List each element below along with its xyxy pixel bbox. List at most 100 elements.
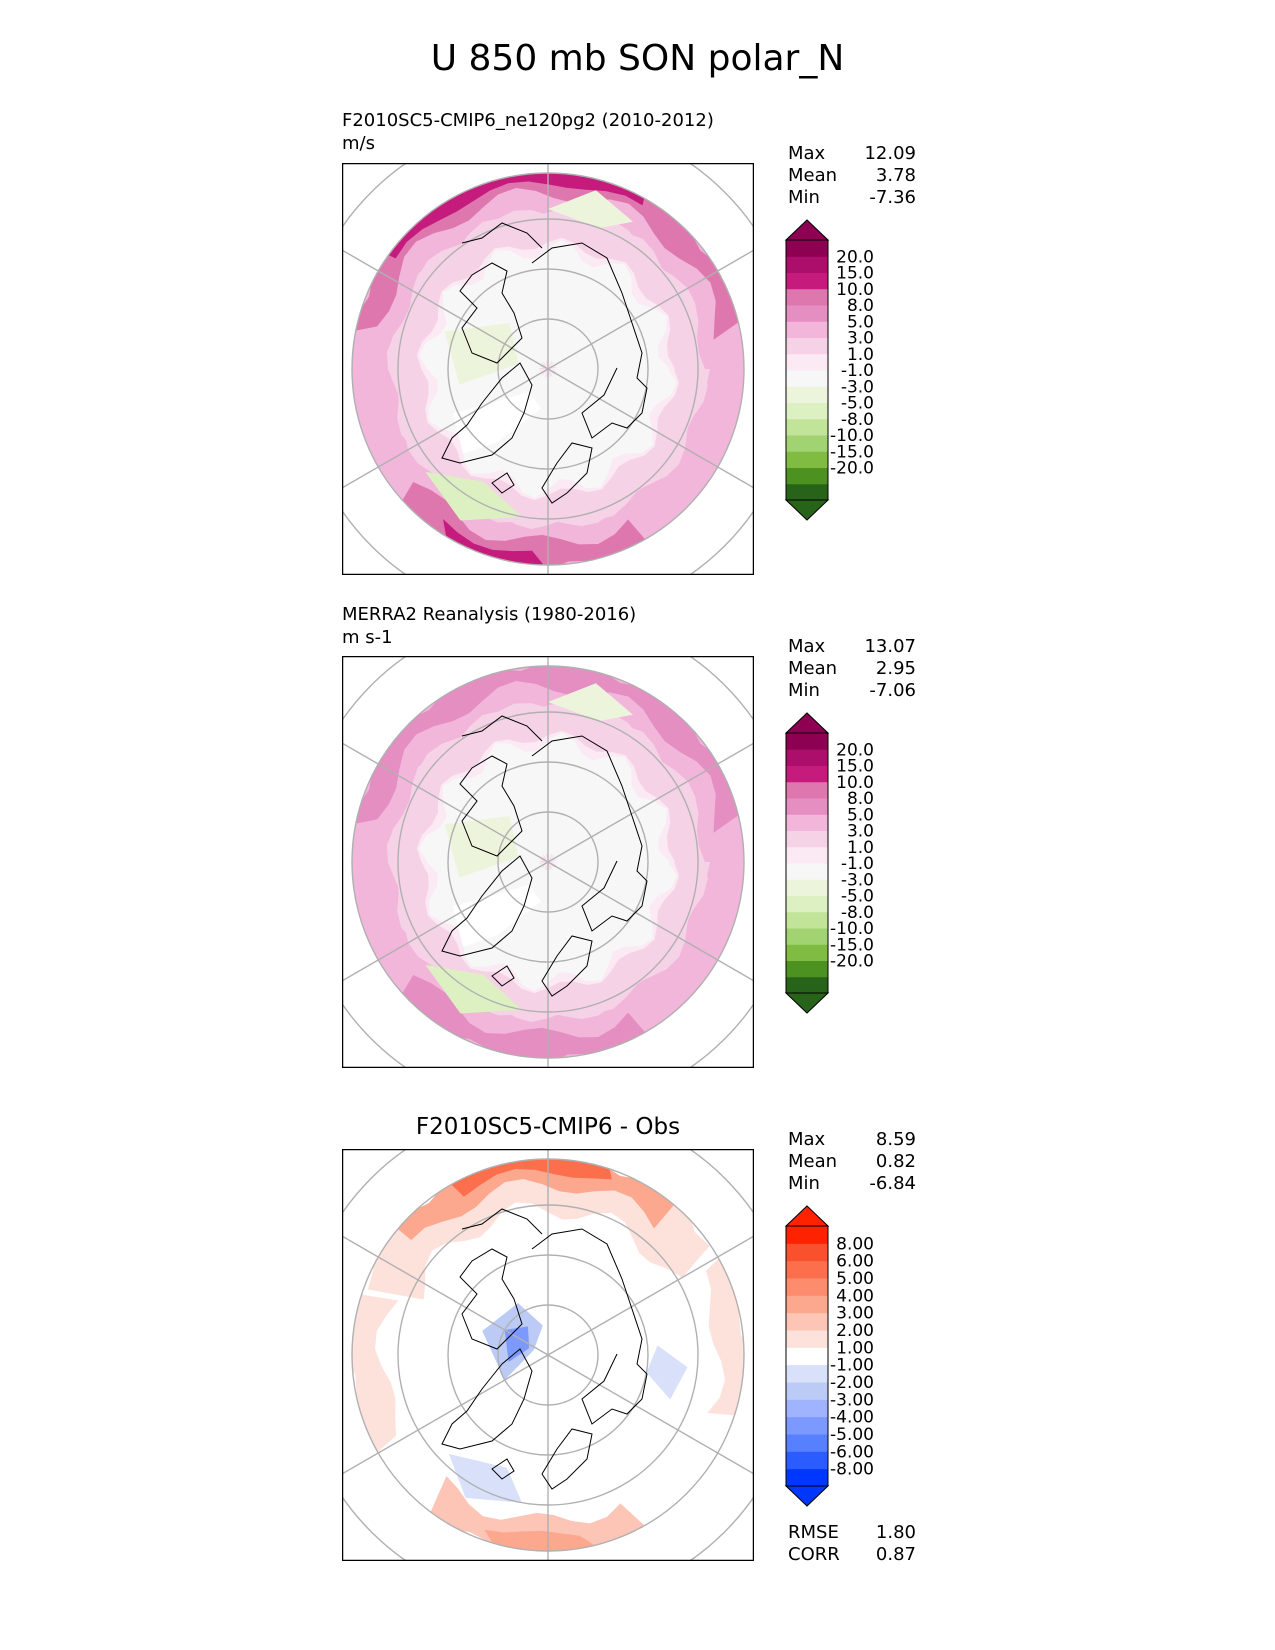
coastline xyxy=(531,1228,648,1425)
colorbar-band xyxy=(786,765,828,783)
colorbar-band xyxy=(786,960,828,978)
coastline xyxy=(541,1428,593,1490)
colorbar-tick-label: -3.00 xyxy=(830,1390,874,1410)
colorbar-frame xyxy=(785,1225,829,1487)
colorbar-tick-label: 4.00 xyxy=(836,1286,874,1306)
stat-label: Max xyxy=(788,143,826,164)
colorbar-tick-label: -8.00 xyxy=(830,1460,874,1480)
easterly-region xyxy=(425,964,522,1014)
colorbar-band xyxy=(786,798,828,815)
coastline xyxy=(461,715,543,742)
colorbar-tick-label: 3.00 xyxy=(836,1304,874,1324)
stat-value: 2.95 xyxy=(875,658,916,679)
colorbar-band xyxy=(786,1364,828,1383)
positive-bias xyxy=(425,1476,649,1551)
coastline xyxy=(459,1248,523,1350)
colorbar-band xyxy=(786,418,828,436)
colorbar-tick-label: 15.0 xyxy=(836,264,874,284)
panel3-stats: Max 8.59 Mean 0.82 Min -6.84 xyxy=(788,1129,916,1195)
colorbar-tick-label: 8.0 xyxy=(847,789,874,809)
colorbar-band xyxy=(786,830,828,848)
positive-bias xyxy=(484,1529,600,1551)
panel2-colorbar: 20.015.010.08.05.03.01.0-1.0-3.0-5.0-8.0… xyxy=(784,712,874,1014)
meridian-line xyxy=(342,249,549,370)
colorbar-band xyxy=(786,1260,828,1279)
map-frame xyxy=(342,1149,754,1561)
colorbar-band xyxy=(786,944,828,961)
colorbar-extend-bottom xyxy=(784,992,830,1014)
panel1-map xyxy=(342,163,754,575)
meridian-line xyxy=(547,1354,754,1475)
colorbar-band xyxy=(786,1451,828,1470)
colorbar-band xyxy=(786,863,828,880)
colorbar-band xyxy=(786,353,828,371)
stat-value: -7.06 xyxy=(869,680,916,701)
colorbar-band xyxy=(786,1295,828,1314)
colorbar-tick-label: -10.0 xyxy=(830,426,874,446)
panel3-title: F2010SC5-CMIP6 - Obs xyxy=(415,1114,681,1140)
stat-value: 8.59 xyxy=(875,1129,916,1150)
coastlines xyxy=(441,222,648,504)
easterly-region xyxy=(548,190,633,229)
stat-label: Mean xyxy=(788,1151,838,1172)
coastline xyxy=(459,262,523,364)
jet-core xyxy=(380,173,646,259)
negative-bias xyxy=(449,1453,522,1503)
colorbar-tick-label: -20.0 xyxy=(830,459,874,479)
colorbar-tick-label: -1.00 xyxy=(830,1356,874,1376)
map-frame xyxy=(342,656,754,1068)
stat-value: 13.07 xyxy=(864,636,916,657)
colorbar-bands xyxy=(784,712,830,1014)
colorbar-band xyxy=(786,240,828,257)
colorbar-tick-label: 1.00 xyxy=(836,1338,874,1358)
colorbar-band xyxy=(786,733,828,750)
colorbar-tick-label: -1.0 xyxy=(841,361,874,381)
colorbar-tick-label: 8.0 xyxy=(847,296,874,316)
panel3-map xyxy=(342,1149,754,1561)
colorbar-band xyxy=(786,1382,828,1400)
stat-label: Min xyxy=(788,1173,820,1194)
coastline xyxy=(491,472,515,494)
metric-label: CORR xyxy=(788,1544,840,1565)
colorbar-band xyxy=(786,928,828,945)
graticule xyxy=(342,163,754,575)
colorbar-band xyxy=(786,1312,828,1331)
colorbar-band xyxy=(786,305,828,322)
colorbar-tick-label: 1.0 xyxy=(847,345,874,365)
colorbar-band xyxy=(786,483,828,501)
colorbar-tick-label: -8.0 xyxy=(841,410,874,430)
easterly-region xyxy=(444,323,519,385)
coastline xyxy=(491,965,515,987)
colorbar-band xyxy=(786,256,828,273)
colorbar-band xyxy=(786,846,828,864)
easterly-region xyxy=(425,471,522,521)
colorbar-extend-top xyxy=(784,712,830,734)
colorbar-band xyxy=(786,1330,828,1348)
colorbar-tick-label: -20.0 xyxy=(830,952,874,972)
colorbar-band xyxy=(786,1226,828,1244)
meridian-line xyxy=(547,861,754,982)
jet-band-strong xyxy=(352,666,743,833)
colorbar-tick-label: -2.00 xyxy=(830,1373,874,1393)
stat-value: 3.78 xyxy=(875,165,916,186)
colorbar-band xyxy=(786,814,828,831)
jet-band-strong xyxy=(402,482,649,565)
colorbar-tick-label: 6.00 xyxy=(836,1252,874,1272)
easterly-region xyxy=(444,816,519,878)
stat-label: Mean xyxy=(788,165,838,186)
colorbar-tick-label: 8.00 xyxy=(836,1234,874,1254)
colorbar-extend-top xyxy=(784,1205,830,1227)
jet-band-strong xyxy=(402,975,649,1058)
coastlines xyxy=(441,1208,648,1490)
colorbar-tick-label: 5.0 xyxy=(847,312,874,332)
colorbar-tick-label: 1.0 xyxy=(847,838,874,858)
colorbar-tick-label: 10.0 xyxy=(836,280,874,300)
coastline xyxy=(441,362,533,464)
map-frame xyxy=(342,163,754,575)
colorbar-tick-label: 3.0 xyxy=(847,822,874,842)
stat-label: Min xyxy=(788,187,820,208)
colorbar-extend-bottom xyxy=(784,499,830,521)
meridian-line xyxy=(342,368,549,489)
colorbar-band xyxy=(786,402,828,420)
coastline xyxy=(531,242,648,439)
